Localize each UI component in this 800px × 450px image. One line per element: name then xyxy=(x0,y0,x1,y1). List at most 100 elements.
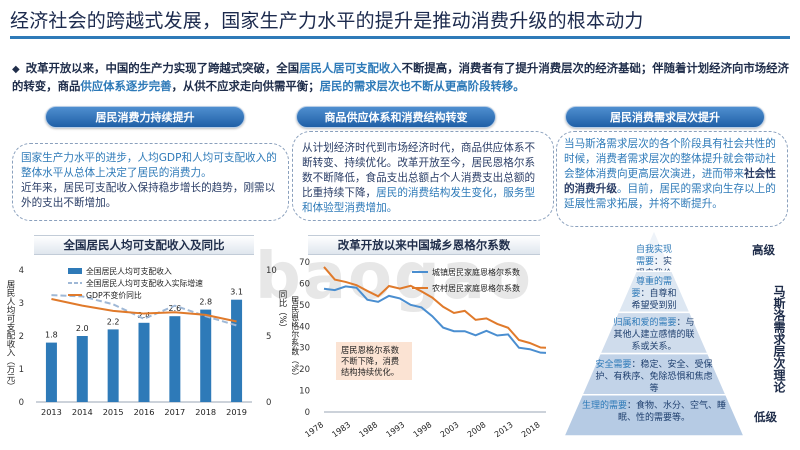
section-pill-demand-level: 居民消费需求层次提升 xyxy=(565,106,765,128)
y-tick-label: 1 xyxy=(19,365,24,375)
diamond-bullet-icon: ◆ xyxy=(12,64,20,75)
gdp-growth-line xyxy=(51,298,237,323)
rural-engel-line xyxy=(323,266,547,349)
pyramid-level-name: 生理的需要 xyxy=(581,400,627,411)
income-growth-line xyxy=(51,294,237,327)
y-tick-label: 30 xyxy=(299,344,310,354)
x-tick-label: 2003 xyxy=(439,420,461,439)
consumption-power-textbox: 国家生产力水平的进步，人均GDP和人均可支配收入的整体水平从总体上决定了居民的消… xyxy=(12,143,289,221)
intro-text-1: 改革开放以来，中国的生产力实现了跨越式突破，全国 xyxy=(25,61,300,75)
x-tick-label: 2015 xyxy=(103,407,124,417)
x-tick-label: 1988 xyxy=(357,420,379,439)
income-bar xyxy=(45,342,57,402)
annotation-text: 不断下降，消费 xyxy=(341,356,399,366)
legend-label-gdp: GDP不变价同比 xyxy=(86,290,142,300)
x-tick-label: 2019 xyxy=(226,407,247,417)
pyramid-level-name: 安全需要 xyxy=(595,359,632,370)
y2-tick-label: 10 xyxy=(266,266,277,276)
box3-text-c: 。目前，居民的需求向生存以上的延展性需求拓展，并将不断提升。 xyxy=(564,183,776,210)
box2-text-a: 从计划经济时代到市场经济时代，商品供应体系不断转变、持续优化。改革开放至今，居民… xyxy=(302,142,536,199)
y-tick-label: 0 xyxy=(305,408,310,418)
x-tick-label: 1978 xyxy=(303,420,325,439)
legend-label-urban: 城镇居民家庭恩格尔系数 xyxy=(432,267,520,277)
income-bar xyxy=(76,336,88,402)
y-tick-label: 10 xyxy=(299,387,310,397)
annotation-text: 居民恩格尔系数 xyxy=(341,345,400,355)
intro-highlight-1: 居民人居可支配收入 xyxy=(299,61,402,75)
intro-highlight-2: 供应体系逐步完善 xyxy=(80,79,172,93)
x-tick-label: 1998 xyxy=(412,420,434,439)
maslow-pyramid: 自我实现需要：实现自我价值和潜能，成为全面发展的人。尊重的需要：自尊和希望受到别… xyxy=(562,228,746,437)
y-tick-label: 4 xyxy=(19,266,24,276)
demand-level-textbox: 当马斯洛需求层次的各个阶段具有社会共性的时候，消费者需求层次的整体提升就会带动社… xyxy=(556,131,788,227)
intro-text-2: 不断提高，消费者有了提升消费层次的经济基础；伴随着计划经济向市场经济的转变，商品 xyxy=(12,61,789,93)
x-tick-label: 1983 xyxy=(330,420,352,439)
pyramid-axis-low: 低级 xyxy=(754,410,777,424)
y-axis-title: 居民恩格尔系数（%） xyxy=(292,296,299,381)
income-bar xyxy=(231,299,243,402)
intro-paragraph: ◆ 改革开放以来，中国的生产力实现了跨越式突破，全国居民人居可支配收入不断提高，消… xyxy=(12,60,792,95)
x-tick-label: 2018 xyxy=(520,420,542,439)
legend-label-income: 全国居民人均可支配收入 xyxy=(86,266,172,276)
y2-axis-title: 同比（%） xyxy=(277,290,287,332)
annotation-box xyxy=(336,342,412,380)
y-tick-label: 40 xyxy=(299,322,310,332)
x-tick-label: 2014 xyxy=(72,407,93,417)
pyramid-level-name: 自我实现需要 xyxy=(635,245,672,267)
annotation-text: 结构持续优化。 xyxy=(341,367,399,377)
urban-engel-line xyxy=(323,285,547,354)
bar-value-label: 2.6 xyxy=(168,304,181,313)
y-tick-label: 70 xyxy=(299,258,310,268)
box3-text-a: 当马斯洛需求层次的各个阶段具有社会共性的时候，消费者需求层次的整体提升就会带动社… xyxy=(564,138,776,180)
legend-label-rural: 农村居民家庭恩格尔系数 xyxy=(432,283,520,293)
bar-value-label: 2.4 xyxy=(138,311,151,320)
pyramid-level-desc: ：稳定、安全、受保护、有秩序、免除恐惧和焦虑等 xyxy=(595,359,713,394)
y-tick-label: 0 xyxy=(19,398,24,408)
x-tick-label: 2013 xyxy=(493,420,515,439)
y2-tick-label: 0 xyxy=(266,398,271,408)
pyramid-level-text: 安全需要：稳定、安全、受保护、有秩序、免除恐惧和焦虑等 xyxy=(595,359,713,394)
pyramid-level-name: 归属和爱的需要 xyxy=(613,318,677,329)
bar-value-label: 2.8 xyxy=(199,298,212,307)
box2-text-b: 居民的消费结构发生变化，服务型和体验型消费增加。 xyxy=(302,187,536,214)
bar-value-label: 2.0 xyxy=(76,324,89,333)
box1-text-a: 国家生产力水平的进步，人均GDP和人均可支配收入的整体水平从总体上决定了居民的消… xyxy=(21,152,277,179)
bar-value-label: 1.8 xyxy=(45,331,58,340)
pyramid-level-text: 生理的需要：食物、水分、空气、睡眠、性的需要等。 xyxy=(581,400,727,423)
bar-value-label: 3.1 xyxy=(230,288,243,297)
pyramid-level xyxy=(562,394,746,437)
y-tick-label: 20 xyxy=(299,365,310,375)
x-tick-label: 2018 xyxy=(195,407,216,417)
supply-structure-textbox: 从计划经济时代到市场经济时代，商品供应体系不断转变、持续优化。改革开放至今，居民… xyxy=(292,131,554,221)
x-tick-label: 2016 xyxy=(134,407,155,417)
page-title: 经济社会的跨越式发展，国家生产力水平的提升是推动消费升级的根本动力 xyxy=(10,10,644,32)
x-tick-label: 1993 xyxy=(385,420,407,439)
engel-line-chart: 0 10 20 30 40 50 60 70 1978 1983 1988 1993 1998 2003 2… xyxy=(292,258,547,439)
x-tick-label: 2017 xyxy=(164,407,185,417)
legend-label-real-growth: 全国居民人均可支配收入实际增速 xyxy=(86,278,203,288)
title-divider xyxy=(10,36,790,39)
intro-text-3: ，从供不应求走向供需平衡； xyxy=(171,79,320,93)
section-pill-consumption-power: 居民消费力持续提升 xyxy=(45,106,245,128)
income-bar-chart: 0 1 2 3 4 0 5 10 1.8 2013 2.0 2014 2.2 2015 2.4 2016 2.6… xyxy=(5,266,287,417)
pyramid-level-name: 尊重的需要 xyxy=(631,277,672,300)
intro-highlight-3: 居民的需求层次也不断从更高阶段转移。 xyxy=(319,79,525,93)
pyramid-level-text: 归属和爱的需要：与其他人建立感情的联系或关系。 xyxy=(613,318,694,352)
box1-text-b: 近年来，居民可支配收入保持稳步增长的趋势，刚需以外的支出不断增加。 xyxy=(21,182,276,209)
y-axis-title: 居民人均可支配收入（万元） xyxy=(5,280,15,391)
y-tick-label: 3 xyxy=(19,299,24,309)
pyramid-level-desc: ：自尊和希望受到别人的尊重 xyxy=(631,289,677,312)
x-tick-label: 2013 xyxy=(41,407,62,417)
y-tick-label: 60 xyxy=(299,279,310,289)
pyramid-level-desc: ：食物、水分、空气、睡眠、性的需要等。 xyxy=(617,400,727,423)
income-bar xyxy=(200,309,212,402)
section-pill-supply-structure: 商品供应体系和消费结构转变 xyxy=(296,106,496,128)
y2-tick-label: 5 xyxy=(266,332,271,342)
pyramid-level-text: 尊重的需要：自尊和希望受到别人的尊重 xyxy=(631,277,677,312)
income-bar xyxy=(138,322,150,402)
income-bar xyxy=(169,316,181,402)
bar-value-label: 2.2 xyxy=(107,317,120,326)
box3-text-b: 社会性的消费升级 xyxy=(564,168,776,195)
legend-swatch-income xyxy=(68,268,82,274)
maslow-theory-label: 马斯洛需求层次理论 xyxy=(772,285,786,393)
